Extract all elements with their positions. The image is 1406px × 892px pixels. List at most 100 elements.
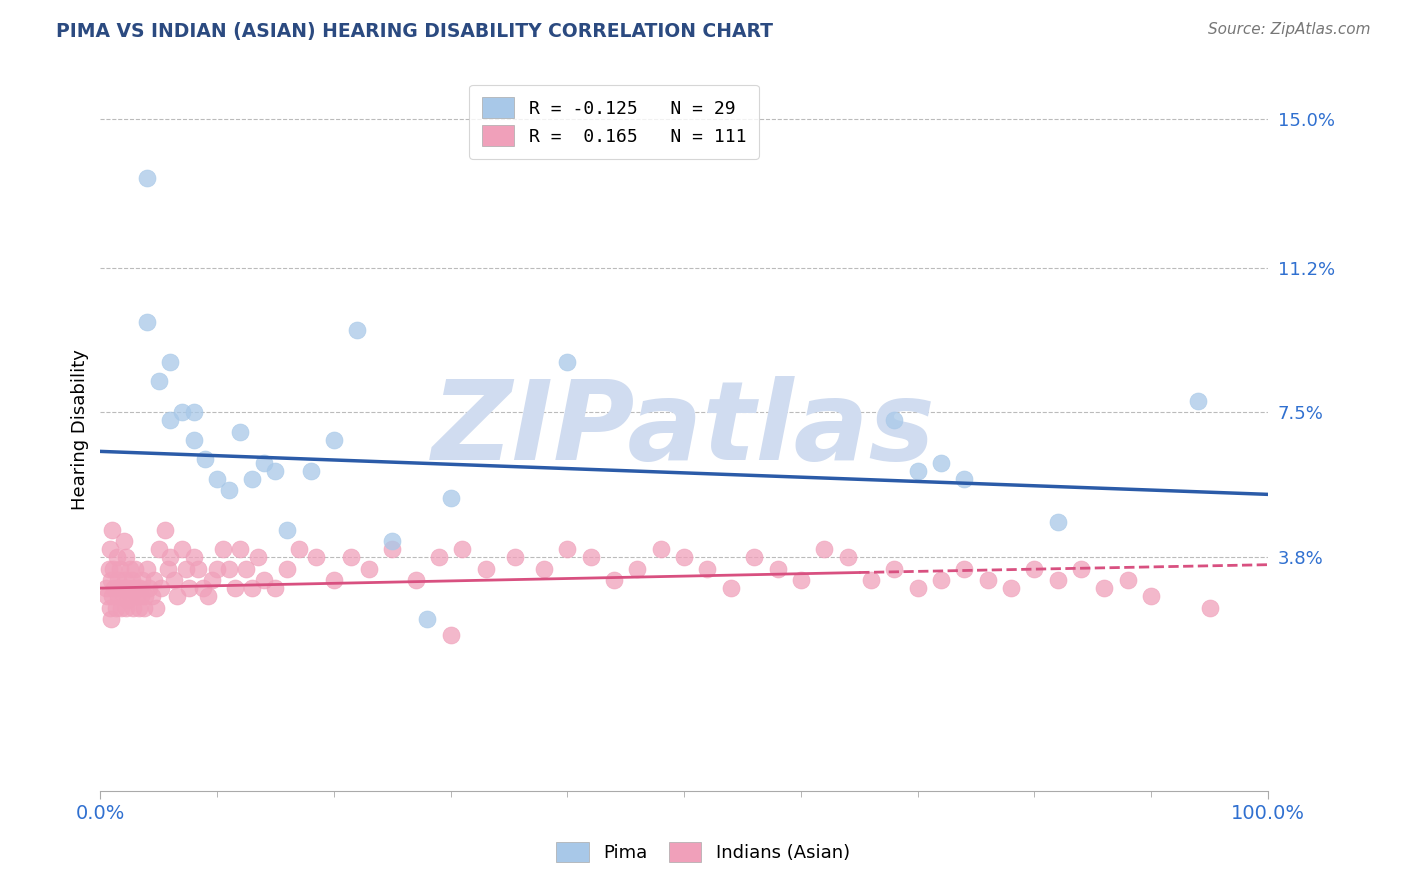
Point [194,452,217,467]
Point [114,574,136,588]
Point [253,574,276,588]
Point [929,456,952,470]
Point [98,600,121,615]
Point [224,581,246,595]
Legend: Pima, Indians (Asian): Pima, Indians (Asian) [548,834,858,870]
Point [96,581,118,595]
Point [883,413,905,427]
Point [859,574,882,588]
Point [191,581,214,595]
Point [150,581,173,595]
Point [907,464,929,478]
Point [172,405,194,419]
Point [110,600,132,615]
Point [626,561,648,575]
Point [240,581,263,595]
Point [129,581,152,595]
Point [112,534,135,549]
Legend: R = -0.125   N = 29, R =  0.165   N = 111: R = -0.125 N = 29, R = 0.165 N = 111 [470,85,759,159]
Point [1024,561,1046,575]
Point [131,574,153,588]
Point [299,464,322,478]
Point [1140,589,1163,603]
Point [416,612,439,626]
Point [166,589,188,603]
Point [503,549,526,564]
Point [153,523,176,537]
Point [229,542,252,557]
Point [124,561,146,575]
Point [405,574,427,588]
Point [183,433,205,447]
Point [205,472,228,486]
Point [159,549,181,564]
Point [157,561,180,575]
Point [100,574,122,588]
Point [122,600,145,615]
Point [201,574,224,588]
Point [1198,600,1220,615]
Point [305,549,328,564]
Point [229,425,252,439]
Point [138,581,160,595]
Point [276,561,298,575]
Point [108,581,131,595]
Point [105,549,128,564]
Point [1094,581,1116,595]
Point [1116,574,1139,588]
Point [427,549,450,564]
Point [103,561,125,575]
Point [253,456,276,470]
Point [218,483,240,498]
Point [111,581,134,595]
Point [953,561,976,575]
Point [474,561,496,575]
Point [103,581,125,595]
Point [837,549,859,564]
Point [557,542,579,557]
Point [340,549,363,564]
Text: Source: ZipAtlas.com: Source: ZipAtlas.com [1208,22,1371,37]
Point [381,542,404,557]
Point [118,561,141,575]
Point [107,589,129,603]
Point [439,491,461,506]
Point [159,413,181,427]
Point [115,581,138,595]
Point [136,316,159,330]
Point [134,589,156,603]
Point [197,589,219,603]
Point [579,549,602,564]
Point [557,354,579,368]
Point [183,405,205,419]
Point [346,323,368,337]
Point [1187,393,1209,408]
Point [148,374,170,388]
Point [136,561,159,575]
Point [246,549,269,564]
Point [163,574,186,588]
Point [187,561,209,575]
Point [235,561,257,575]
Point [1046,574,1069,588]
Point [451,542,474,557]
Point [381,534,404,549]
Point [100,612,122,626]
Point [1070,561,1092,575]
Point [218,561,240,575]
Point [533,561,555,575]
Point [240,472,263,486]
Point [276,523,298,537]
Point [115,600,138,615]
Point [205,561,228,575]
Point [288,542,311,557]
Point [108,561,131,575]
Point [720,581,742,595]
Point [1000,581,1022,595]
Point [883,561,905,575]
Point [929,574,952,588]
Point [96,589,118,603]
Point [128,600,150,615]
Text: ZIPatlas: ZIPatlas [432,376,936,483]
Point [673,549,696,564]
